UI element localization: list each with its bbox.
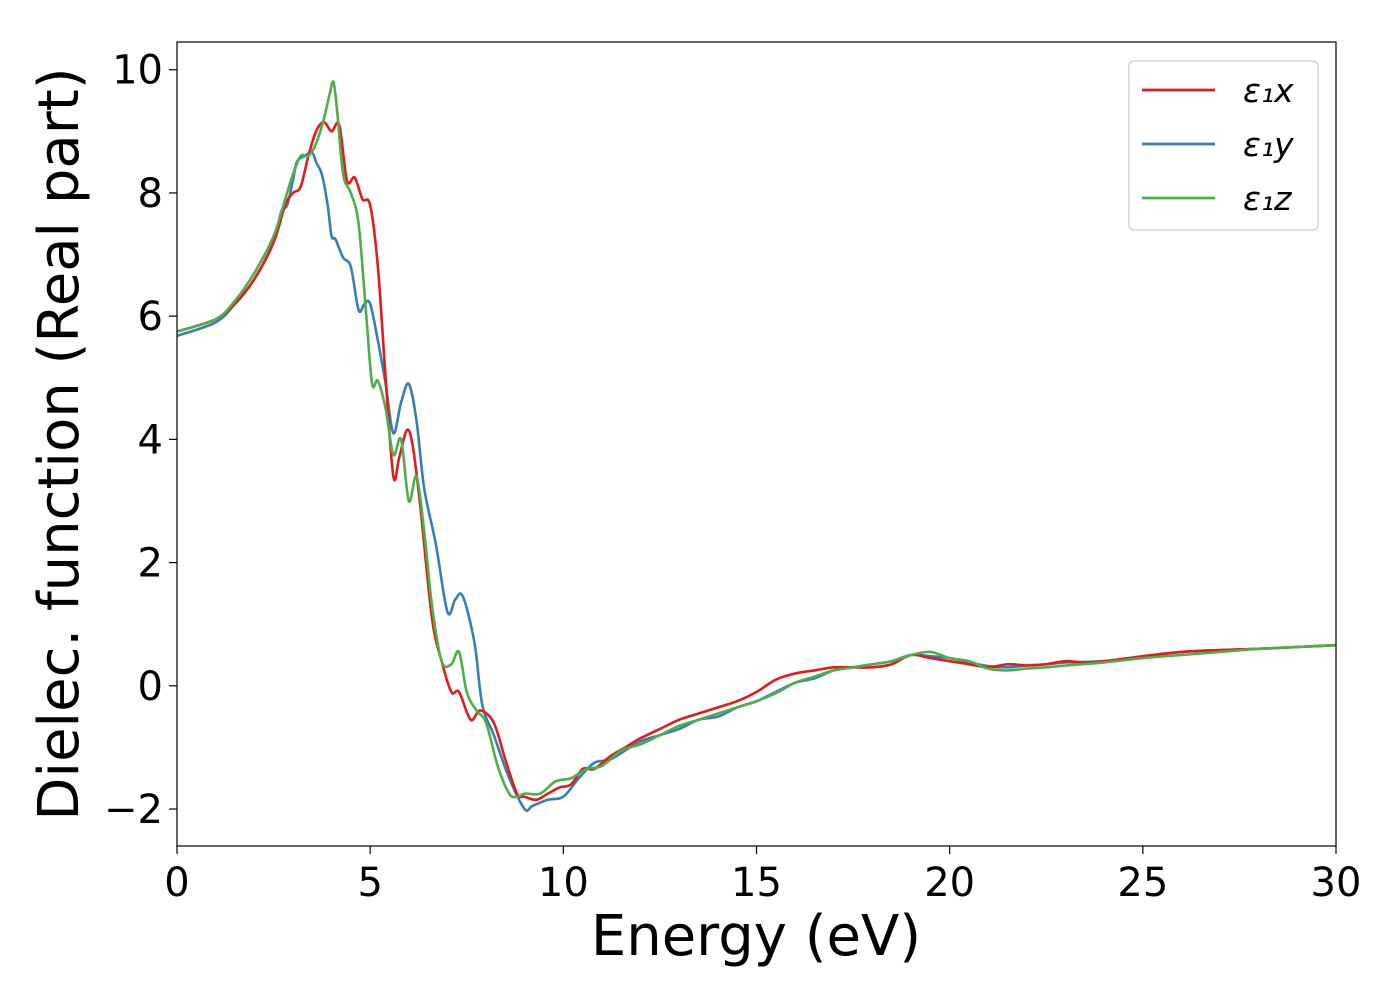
legend-label-1: ε₁x xyxy=(1243,71,1294,110)
x-tick-label: 25 xyxy=(1117,860,1168,906)
y-tick-label: −2 xyxy=(104,787,163,833)
series-layer xyxy=(177,80,1336,813)
x-tick-label: 20 xyxy=(924,860,975,906)
x-axis-ticks: 0 5 10 15 20 25 30 xyxy=(164,846,1361,906)
series-line-3 xyxy=(177,80,1336,799)
x-tick-label: 30 xyxy=(1311,860,1362,906)
legend: ε₁x ε₁y ε₁z xyxy=(1128,60,1319,231)
y-tick-label: 6 xyxy=(138,294,163,340)
y-tick-label: 4 xyxy=(138,417,163,463)
x-tick-label: 5 xyxy=(357,860,382,906)
legend-label-3: ε₁z xyxy=(1243,179,1292,218)
y-axis-ticks: −2 0 2 4 6 8 10 xyxy=(104,48,177,833)
y-tick-label: 0 xyxy=(138,664,163,710)
legend-label-2: ε₁y xyxy=(1243,125,1294,164)
x-axis-title: Energy (eV) xyxy=(591,904,921,969)
y-axis-title: Dielec. function (Real part) xyxy=(27,67,92,820)
y-tick-label: 8 xyxy=(138,171,163,217)
x-tick-label: 10 xyxy=(538,860,589,906)
y-tick-label: 10 xyxy=(112,48,163,94)
x-tick-label: 15 xyxy=(731,860,782,906)
y-tick-label: 2 xyxy=(138,541,163,587)
x-tick-label: 0 xyxy=(164,860,189,906)
legend-box xyxy=(1128,60,1319,231)
